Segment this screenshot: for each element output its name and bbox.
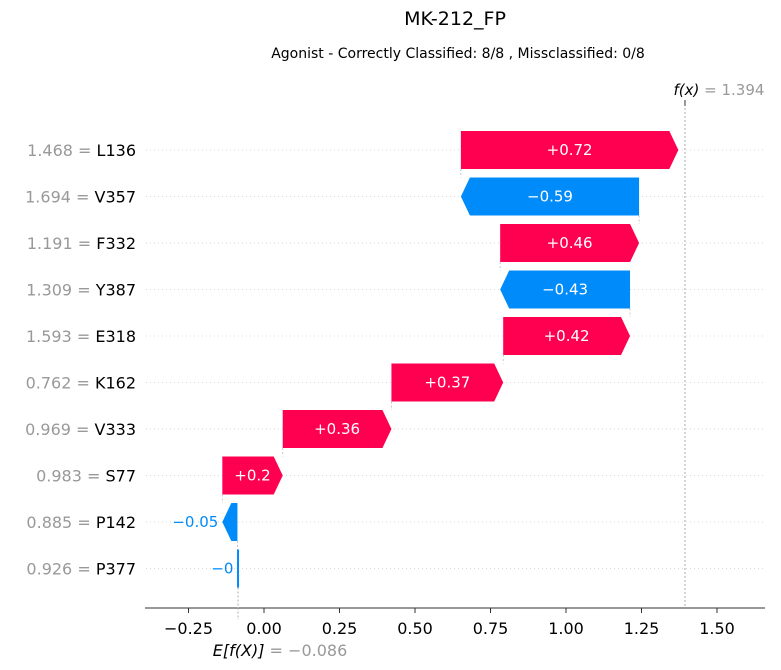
positive-shap-bar bbox=[460, 131, 679, 169]
feature-name: F332 bbox=[96, 234, 136, 253]
feature-name: Y387 bbox=[95, 281, 136, 300]
feature-name: L136 bbox=[97, 141, 136, 160]
x-tick-label: 0.25 bbox=[322, 619, 358, 638]
ex-equals: = bbox=[270, 641, 289, 660]
feature-value: 0.969 = bbox=[25, 420, 94, 439]
feature-name: S77 bbox=[105, 467, 136, 486]
connector-lines bbox=[221, 169, 640, 550]
ex-label: E[f(X)] = −0.086 bbox=[213, 641, 347, 660]
feature-value: 1.694 = bbox=[25, 188, 94, 207]
chart-subtitle: Agonist - Correctly Classified: 8/8 , Mi… bbox=[271, 46, 645, 62]
x-tick-label: 1.50 bbox=[699, 619, 735, 638]
bar-value-label: +0.37 bbox=[424, 374, 470, 392]
x-tick-label: 1.25 bbox=[624, 619, 660, 638]
bar-value-label: −0 bbox=[211, 560, 233, 578]
fx-annotation: f(x) = 1.394 bbox=[674, 81, 765, 608]
bar-value-label: +0.42 bbox=[544, 327, 590, 345]
x-tick-label: 0.75 bbox=[473, 619, 509, 638]
feature-value: 1.593 = bbox=[26, 327, 95, 346]
feature-value: 1.309 = bbox=[26, 281, 95, 300]
feature-name: K162 bbox=[95, 374, 136, 393]
feature-name: E318 bbox=[95, 327, 136, 346]
feature-label: 0.762 = K162 bbox=[26, 374, 136, 393]
feature-value: 0.983 = bbox=[36, 467, 105, 486]
bar-value-label: +0.36 bbox=[314, 420, 360, 438]
ex-annotation: E[f(X)] = −0.086 bbox=[213, 587, 347, 660]
feature-label: 0.926 = P377 bbox=[26, 560, 136, 579]
y-axis-labels: 1.468 = L136 1.694 = V357 1.191 = F332 1.30… bbox=[25, 141, 136, 579]
ex-symbol: E[f(X)] bbox=[213, 641, 265, 660]
feature-value: 0.885 = bbox=[26, 513, 95, 532]
negative-shap-bar bbox=[222, 503, 238, 541]
feature-value: 1.468 = bbox=[27, 141, 96, 160]
positive-shap-bar bbox=[503, 317, 631, 355]
feature-label: 1.593 = E318 bbox=[26, 327, 136, 346]
bar-value-label: +0.2 bbox=[234, 467, 270, 485]
fx-equals: = bbox=[704, 81, 721, 99]
x-axis-ticks: −0.25 0.00 0.25 0.50 0.75 1.00 1.25 1.50 bbox=[164, 608, 735, 638]
x-tick-label: −0.25 bbox=[164, 619, 213, 638]
bar-value-label: +0.46 bbox=[547, 234, 593, 252]
positive-shap-bar bbox=[391, 363, 504, 402]
negative-shap-bar bbox=[460, 177, 640, 216]
feature-label: 0.969 = V333 bbox=[25, 420, 136, 439]
feature-value: 0.762 = bbox=[26, 374, 95, 393]
fx-symbol: f(x) bbox=[674, 81, 700, 99]
positive-shap-bar bbox=[222, 456, 283, 495]
feature-label: 1.191 = F332 bbox=[27, 234, 136, 253]
feature-label: 1.694 = V357 bbox=[25, 188, 136, 207]
feature-label: 0.983 = S77 bbox=[36, 467, 136, 486]
feature-value: 1.191 = bbox=[27, 234, 96, 253]
feature-label: 1.468 = L136 bbox=[27, 141, 136, 160]
bar-value-label: +0.72 bbox=[547, 141, 593, 159]
feature-label: 0.885 = P142 bbox=[26, 513, 136, 532]
positive-shap-bar bbox=[282, 410, 392, 448]
fx-label: f(x) = 1.394 bbox=[674, 81, 765, 99]
feature-name: V333 bbox=[95, 420, 136, 439]
chart-title: MK-212_FP bbox=[404, 8, 506, 30]
bars-group: +0.72 −0.59 +0.46 −0.43 +0.42 +0.37 +0.36 +0.2 −… bbox=[172, 131, 679, 588]
x-tick-label: 0.00 bbox=[246, 619, 282, 638]
negative-shap-bar bbox=[500, 270, 631, 309]
feature-name: P377 bbox=[96, 560, 136, 579]
feature-value: 0.926 = bbox=[26, 560, 95, 579]
feature-name: V357 bbox=[95, 188, 136, 207]
row-gridlines bbox=[146, 149, 764, 569]
positive-shap-bar bbox=[500, 224, 640, 262]
ex-value: −0.086 bbox=[288, 641, 347, 660]
fx-value: 1.394 bbox=[722, 81, 765, 99]
bar-value-label: −0.43 bbox=[542, 281, 588, 299]
x-tick-label: 0.50 bbox=[397, 619, 433, 638]
bar-value-label: −0.05 bbox=[172, 513, 218, 531]
feature-name: P142 bbox=[96, 513, 136, 532]
feature-label: 1.309 = Y387 bbox=[26, 281, 136, 300]
x-tick-label: 1.00 bbox=[548, 619, 584, 638]
bar-value-label: −0.59 bbox=[527, 188, 573, 206]
